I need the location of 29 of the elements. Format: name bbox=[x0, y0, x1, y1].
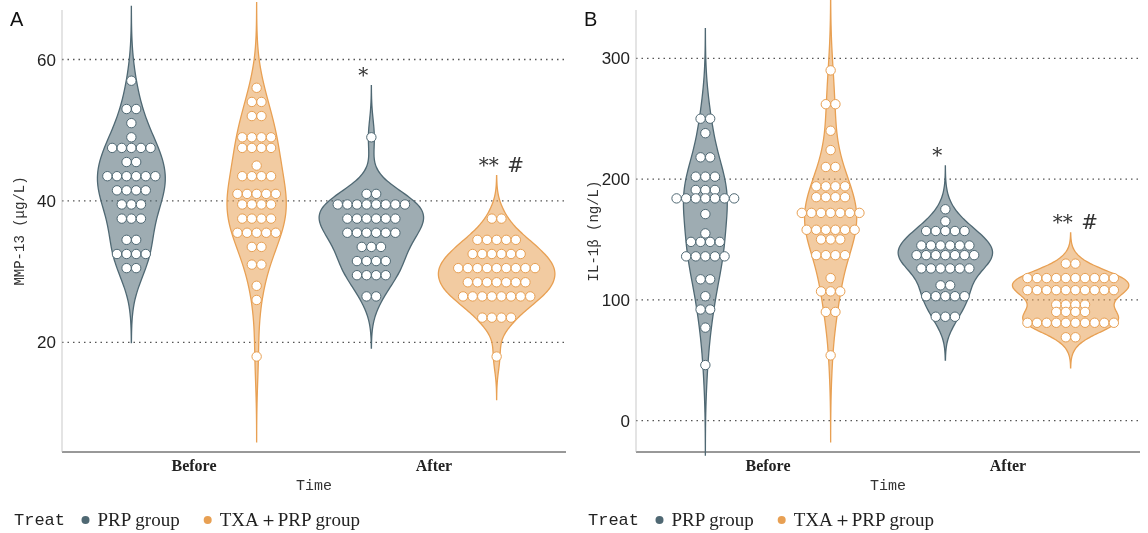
x-axis-title: Time bbox=[869, 478, 907, 495]
x-tick-label: After bbox=[989, 457, 1027, 474]
legend-title: Treat bbox=[14, 511, 66, 530]
x-tick-label: After bbox=[415, 457, 453, 474]
annotation: * bbox=[932, 142, 943, 167]
legend-label: PRP group bbox=[671, 509, 754, 530]
y-tick-label: 200 bbox=[601, 170, 630, 190]
y-tick-label: 60 bbox=[37, 50, 56, 70]
x-tick-label: Before bbox=[171, 457, 217, 474]
x-axis-title: Time bbox=[295, 478, 333, 495]
y-tick-label: 40 bbox=[37, 191, 56, 211]
y-axis-title: IL-1β (ng/L) bbox=[586, 180, 602, 282]
annotation: * bbox=[358, 62, 369, 87]
y-tick-label: 300 bbox=[601, 49, 630, 69]
legend-label: TXA＋PRP group bbox=[219, 509, 360, 530]
x-tick-label: Before bbox=[745, 457, 791, 474]
annotation: ** bbox=[1052, 209, 1073, 234]
chart-title: B bbox=[584, 8, 598, 30]
annotation: # bbox=[507, 152, 525, 177]
legend-label: PRP group bbox=[97, 509, 180, 530]
y-tick-label: 20 bbox=[37, 333, 56, 353]
y-axis-title: MMP-13 (μg/L) bbox=[12, 176, 28, 286]
annotation: # bbox=[1081, 209, 1099, 234]
chart-title: A bbox=[10, 8, 24, 30]
y-tick-label: 0 bbox=[620, 411, 630, 431]
legend-title: Treat bbox=[588, 511, 640, 530]
y-tick-label: 100 bbox=[601, 290, 630, 310]
legend-label: TXA＋PRP group bbox=[793, 509, 934, 530]
annotation: ** bbox=[478, 152, 499, 177]
